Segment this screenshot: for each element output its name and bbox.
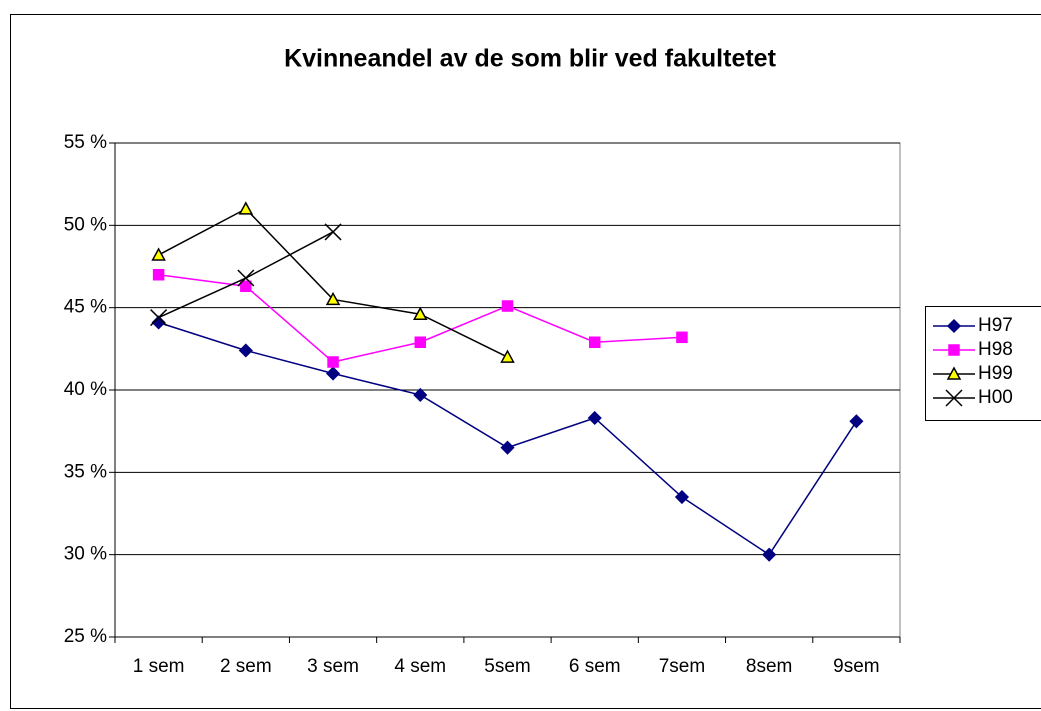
y-tick-label: 30 % xyxy=(64,544,107,565)
chart-title: Kvinneandel av de som blir ved fakultete… xyxy=(284,45,776,73)
y-tick-label: 25 % xyxy=(64,626,107,647)
y-tick-label: 40 % xyxy=(64,379,107,400)
marker xyxy=(674,489,690,505)
marker xyxy=(587,410,602,426)
x-tick-label: 7sem xyxy=(659,656,705,677)
marker xyxy=(238,201,254,215)
marker xyxy=(240,280,252,293)
marker xyxy=(237,269,255,287)
x-tick-label: 2 sem xyxy=(220,656,272,677)
legend-label: H00 xyxy=(978,387,1013,408)
marker xyxy=(325,291,341,306)
marker xyxy=(325,366,341,381)
marker xyxy=(676,331,688,344)
marker xyxy=(413,306,428,321)
legend-marker xyxy=(946,318,962,334)
marker xyxy=(152,268,165,281)
marker xyxy=(500,349,515,363)
x-tick-label: 3 sem xyxy=(307,656,359,677)
x-tick-label: 5sem xyxy=(484,656,530,677)
legend-label: H97 xyxy=(978,315,1013,336)
y-tick-label: 50 % xyxy=(64,214,107,235)
y-tick-label: 45 % xyxy=(64,297,107,318)
marker xyxy=(150,309,168,327)
marker xyxy=(324,223,342,241)
x-tick-label: 4 sem xyxy=(394,656,446,677)
marker xyxy=(238,343,253,358)
marker xyxy=(849,414,864,429)
marker xyxy=(501,300,514,312)
marker xyxy=(588,336,601,348)
marker xyxy=(413,387,428,403)
y-tick-label: 35 % xyxy=(64,461,107,482)
x-tick-label: 6 sem xyxy=(569,656,621,677)
marker xyxy=(327,356,339,368)
marker xyxy=(151,247,166,261)
y-tick-label: 55 % xyxy=(64,132,107,153)
legend-marker xyxy=(945,389,963,407)
legend-marker xyxy=(948,344,960,356)
marker xyxy=(762,547,777,562)
marker xyxy=(500,440,515,455)
marker xyxy=(414,336,427,348)
x-tick-label: 9sem xyxy=(833,656,879,677)
x-tick-label: 8sem xyxy=(746,656,792,677)
legend-label: H99 xyxy=(978,363,1013,384)
legend-marker xyxy=(946,366,962,380)
x-tick-label: 1 sem xyxy=(133,656,185,677)
legend-label: H98 xyxy=(978,339,1013,360)
